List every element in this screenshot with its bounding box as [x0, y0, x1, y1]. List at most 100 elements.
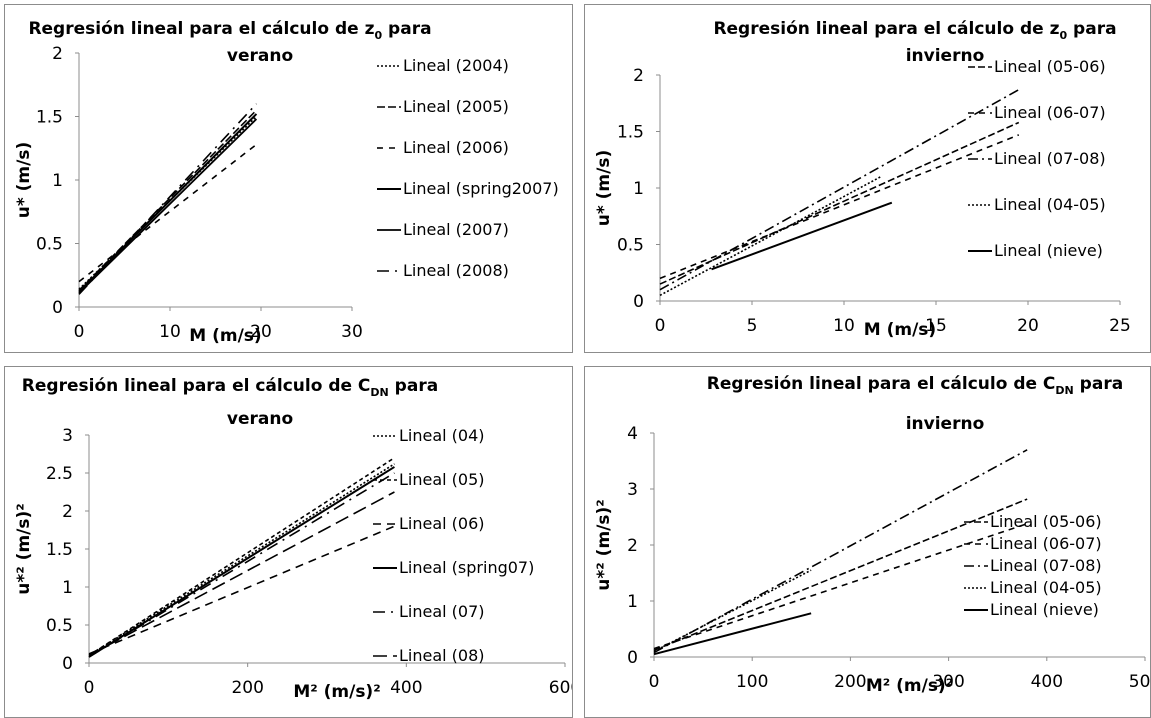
x-tick-label: 100	[736, 672, 768, 692]
y-tick-label: 0	[627, 648, 638, 668]
chart-title-line2: verano	[227, 409, 293, 429]
chart-title-line2: invierno	[906, 46, 985, 66]
x-tick-label: 600	[549, 678, 573, 698]
series-line	[659, 175, 882, 297]
x-tick-label: 5	[747, 316, 758, 336]
chart-title-text: Regresión lineal para el cálculo de z	[713, 19, 1059, 39]
series-line	[78, 115, 258, 290]
y-tick-label: 0	[62, 654, 73, 674]
x-axis-label: M² (m/s)²	[293, 682, 380, 702]
series-line	[659, 134, 1020, 280]
x-tick-label: 20	[1017, 316, 1039, 336]
series-line	[78, 143, 257, 283]
chart-title: Regresión lineal para el cálculo de CDN …	[22, 376, 438, 399]
y-axis-label: u*² (m/s)²	[14, 503, 34, 594]
series-line	[653, 612, 812, 656]
chart-title-subscript: DN	[370, 386, 388, 399]
legend-entry: Lineal (06-07)	[990, 534, 1102, 553]
series-line	[78, 103, 258, 295]
x-tick-label: 10	[833, 316, 855, 336]
legend-entry: Lineal (2007)	[403, 220, 509, 239]
y-tick-label: 1	[633, 179, 644, 199]
y-tick-label: 4	[627, 424, 638, 444]
x-tick-label: 30	[341, 322, 363, 342]
legend-entry: Lineal (07-08)	[990, 556, 1102, 575]
legend-entry: Lineal (nieve)	[994, 241, 1103, 260]
legend-entry: Lineal (06-07)	[994, 103, 1106, 122]
x-axis-label: M (m/s)	[864, 320, 936, 340]
y-tick-label: 2	[633, 66, 644, 86]
y-tick-label: 0.5	[617, 236, 644, 256]
chart-title-line2: invierno	[906, 414, 985, 434]
legend-entry: Lineal (2005)	[403, 97, 509, 116]
x-tick-label: 0	[649, 672, 660, 692]
chart-panel-z0-verano: 0 0.5 1 1.5 2 0 10 20 30 Regresión lineal para el…	[4, 4, 573, 353]
x-tick-label: 200	[834, 672, 866, 692]
legend-entry: Lineal (06)	[399, 514, 485, 533]
chart-title-text: Regresión lineal para el cálculo de C	[22, 376, 371, 396]
y-tick-label: 3	[62, 426, 73, 446]
chart-title: Regresión lineal para el cálculo de z0 p…	[713, 19, 1116, 42]
legend-entry: Lineal (spring07)	[399, 558, 534, 577]
y-tick-label: 1.5	[36, 108, 63, 128]
x-tick-label: 500	[1129, 672, 1151, 692]
legend-entry: Lineal (07)	[399, 602, 485, 621]
legend-entry: Lineal (2004)	[403, 56, 509, 75]
y-tick-label: 1.5	[46, 540, 73, 560]
series-line	[88, 466, 395, 658]
chart-title-subscript: 0	[374, 29, 382, 42]
y-axis-label: u* (m/s)	[14, 142, 34, 219]
series-line	[653, 449, 1028, 654]
x-axis-label: M (m/s)	[189, 326, 261, 346]
series-line	[88, 525, 395, 655]
y-tick-label: 2.5	[46, 464, 73, 484]
legend-entry: Lineal (04-05)	[994, 195, 1106, 214]
y-tick-label: 3	[627, 480, 638, 500]
x-tick-label: 200	[231, 678, 263, 698]
y-tick-label: 1	[52, 171, 63, 191]
series-line	[88, 491, 395, 657]
y-tick-label: 0	[633, 292, 644, 312]
x-tick-label: 10	[159, 322, 181, 342]
legend-entry: Lineal (08)	[399, 646, 485, 665]
chart-svg: 0 1 2 3 4 0 100 200 300 400 500 Regresión lineal pa…	[594, 374, 1151, 696]
y-tick-label: 1.5	[617, 123, 644, 143]
y-tick-label: 0.5	[36, 235, 63, 255]
legend-entry: Lineal (05-06)	[994, 57, 1106, 76]
chart-title-text-end: para	[382, 19, 431, 39]
x-tick-label: 20	[250, 322, 272, 342]
chart-title-subscript: 0	[1059, 29, 1067, 42]
x-tick-label: 0	[655, 316, 666, 336]
chart-title: Regresión lineal para el cálculo de CDN …	[707, 374, 1123, 397]
series-line	[653, 569, 812, 653]
legend-entry: Lineal (spring2007)	[403, 179, 559, 198]
x-tick-label: 300	[932, 672, 964, 692]
series-line	[88, 472, 395, 658]
legend-entry: Lineal (nieve)	[990, 600, 1099, 619]
legend-entry: Lineal (05-06)	[990, 512, 1102, 531]
series-line	[78, 109, 258, 292]
series-line	[659, 88, 1020, 291]
series-line	[653, 498, 1028, 652]
y-axis-label: u*² (m/s)²	[594, 499, 614, 590]
chart-title-text: Regresión lineal para el cálculo de z	[28, 19, 374, 39]
legend-entry: Lineal (2008)	[403, 261, 509, 280]
y-tick-label: 1	[627, 592, 638, 612]
chart-panel-cdn-verano: 0 0.5 1 1.5 2 2.5 3 0 200 400 600 Regresión lineal …	[4, 366, 573, 718]
y-tick-label: 2	[62, 502, 73, 522]
series-line	[88, 463, 395, 657]
chart-title-subscript: DN	[1055, 384, 1073, 397]
chart-title-text: Regresión lineal para el cálculo de C	[707, 374, 1056, 394]
x-tick-label: 400	[390, 678, 422, 698]
chart-panel-cdn-invierno: 0 1 2 3 4 0 100 200 300 400 500 Regresión lineal pa…	[584, 366, 1151, 718]
y-tick-label: 2	[52, 44, 63, 64]
y-tick-label: 1	[62, 578, 73, 598]
x-axis-label: M² (m/s)²	[866, 676, 953, 696]
y-axis-label: u* (m/s)	[594, 150, 614, 227]
chart-title-text-end: para	[1067, 19, 1116, 39]
series-line	[78, 118, 258, 294]
y-tick-label: 0.5	[46, 616, 73, 636]
series-line	[653, 522, 1028, 650]
legend-entry: Lineal (07-08)	[994, 149, 1106, 168]
